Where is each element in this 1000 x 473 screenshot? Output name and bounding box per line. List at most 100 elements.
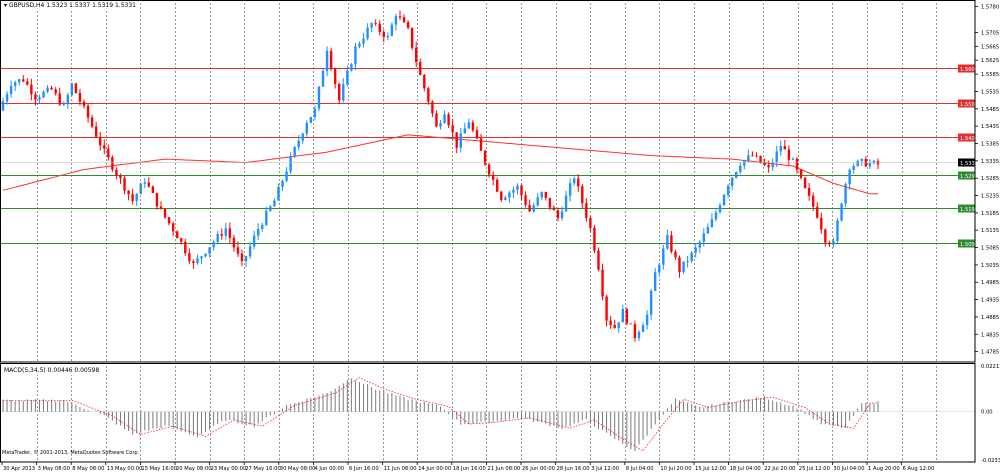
macd-histogram [0,377,975,452]
bear-candle-body [520,185,523,196]
bull-candle-body [532,205,535,212]
bear-candle-body [333,69,337,84]
time-tick-label: 1 Aug 20:00 [868,466,900,472]
macd-signal-line [3,377,879,452]
bull-candle-body [13,82,17,86]
bear-candle-body [26,81,29,85]
bull-candle-body [42,91,45,98]
price-tick-label: 1.4935 [981,298,999,304]
bear-candle-body [107,148,110,158]
time-tick-label: 27 May 16:00 [245,466,281,472]
price-tick-label: 1.5385 [981,141,999,147]
bear-candle-body [94,126,98,137]
bull-candle-body [9,85,13,94]
price-tick-label: 1.4835 [981,332,999,338]
bear-candle-body [220,234,223,236]
time-tick-label: 4 Jun 00:00 [314,466,344,472]
bear-candle-body [556,210,560,219]
level-tag [958,133,975,142]
bear-candle-body [236,247,240,254]
bull-candle-body [743,160,746,166]
bull-candle-body [564,195,568,212]
chart-title: ▾ GBPUSD,H4 1.5323 1.5337 1.5319 1.5331 [2,1,138,10]
time-tick-label: 8 May 08:00 [72,466,104,472]
bear-candle-body [795,158,799,170]
bull-candle-body [645,314,649,326]
level-tag [958,204,975,213]
bear-candle-body [544,192,548,198]
bull-candle-body [204,253,207,257]
bull-candle-body [868,163,872,167]
bull-candle-body [208,247,211,254]
time-tick-label: 23 May 00:00 [211,466,247,472]
bull-candle-body [686,261,689,262]
bull-candle-body [350,64,353,71]
bear-candle-body [378,23,381,33]
bull-candle-body [261,224,264,229]
bear-candle-body [147,182,151,187]
bear-candle-body [435,113,438,127]
price-tick-label: 1.5780 [981,4,999,10]
bull-candle-body [508,192,511,198]
dropdown-arrow-icon[interactable]: ▾ [4,2,9,9]
bear-candle-body [803,177,807,189]
bear-candle-body [374,23,377,24]
bear-candle-body [807,188,811,196]
level-tag [958,64,975,73]
bull-candle-body [252,235,256,247]
bear-candle-body [54,89,57,94]
bear-candle-body [629,323,633,325]
copyright-text: MetaTrader, © 2001-2013, MetaQuotes Soft… [2,450,140,456]
bear-candle-body [828,242,831,245]
bull-candle-body [702,233,706,242]
level-label: 1.5293 [960,174,978,180]
price-tick-label: 1.5185 [981,211,999,217]
bull-candle-body [730,177,734,186]
bull-candle-body [504,197,507,200]
macd-tick-label: -0.02337 [981,458,1000,464]
bear-candle-body [763,162,766,165]
bull-candle-body [342,84,345,101]
symbol-ohlc: GBPUSD,H4 1.5323 1.5337 1.5319 1.5331 [8,2,136,9]
bear-candle-body [175,231,179,239]
time-tick-label: 20 May 08:00 [176,466,212,472]
bear-candle-body [755,155,758,157]
bull-candle-body [722,194,726,206]
bear-candle-body [90,117,94,127]
bull-candle-body [297,140,300,148]
bull-candle-body [366,27,369,39]
bull-candle-body [346,70,349,85]
bull-candle-body [467,122,471,129]
bear-candle-body [58,93,61,105]
bull-candle-body [739,165,742,172]
bull-candle-body [718,205,722,213]
bull-candle-body [836,220,839,242]
bull-candle-body [832,241,835,245]
bull-candle-body [662,248,665,265]
support-resistance-lines[interactable]: 1.5603 1.5502 1.5405 1.5293 1.5198 1.5099 [0,64,978,249]
bull-candle-body [516,185,519,190]
bear-candle-body [159,206,163,209]
bear-candle-body [811,195,815,207]
time-tick-label: 28 Jun 16:00 [557,466,590,472]
bear-candle-body [82,101,86,106]
bear-candle-body [188,253,191,262]
price-panel-frame [0,0,976,363]
bull-candle-body [1,101,5,111]
price-tick-label: 1.5435 [981,124,999,130]
bull-candle-body [443,114,446,124]
time-tick-label: 15 Jul 12:00 [695,466,726,472]
time-tick-label: 14 Jun 00:00 [418,466,451,472]
moving-average-path [2,134,878,195]
bear-candle-body [431,101,434,114]
time-tick-label: 10 Jul 20:00 [660,466,691,472]
level-tag [958,239,975,248]
bear-candle-body [633,324,637,339]
bull-candle-body [658,264,661,273]
bull-candle-body [439,123,442,127]
bear-candle-body [759,155,762,163]
bull-candle-body [540,192,543,198]
bull-candle-body [775,151,778,163]
bull-candle-body [301,133,304,141]
